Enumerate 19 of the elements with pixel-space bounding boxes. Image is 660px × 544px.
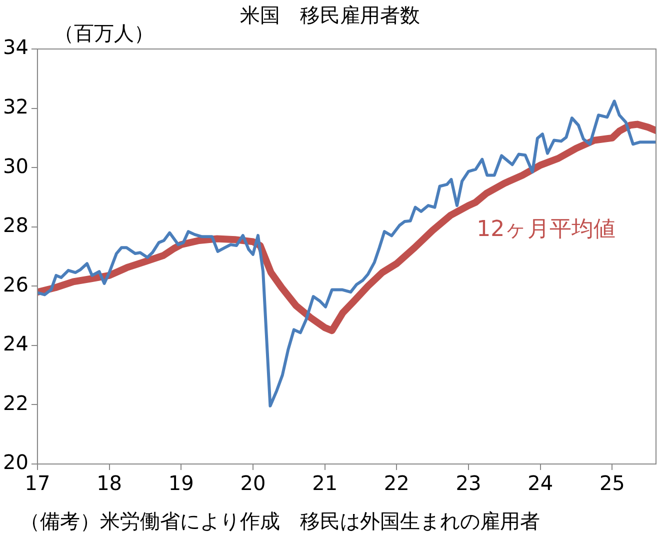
y-tick-label: 26 xyxy=(2,272,28,296)
y-tick-label: 28 xyxy=(2,213,28,238)
y-tick-label: 32 xyxy=(2,94,28,118)
x-tick-label: 21 xyxy=(312,471,338,496)
chart-title: 米国 移民雇用者数 xyxy=(240,3,420,27)
x-tick-label: 23 xyxy=(456,471,482,496)
y-tick-label: 30 xyxy=(2,154,28,178)
x-tick-label: 18 xyxy=(96,471,122,496)
y-tick-label: 22 xyxy=(2,390,28,415)
x-tick-label: 22 xyxy=(384,471,410,496)
text: （備考）米労働省により作成 移民は外国生まれの雇用者 xyxy=(20,508,540,535)
x-tick-label: 20 xyxy=(240,471,266,496)
y-axis-title: （百万人） xyxy=(54,20,154,47)
x-tick-label: 24 xyxy=(528,471,554,496)
y-tick-label: 24 xyxy=(2,332,28,356)
series-label: 12ヶ月平均値 xyxy=(476,216,616,242)
x-tick-label: 19 xyxy=(168,471,194,496)
x-tick-label: 25 xyxy=(599,471,625,496)
y-tick-label: 34 xyxy=(2,35,28,60)
